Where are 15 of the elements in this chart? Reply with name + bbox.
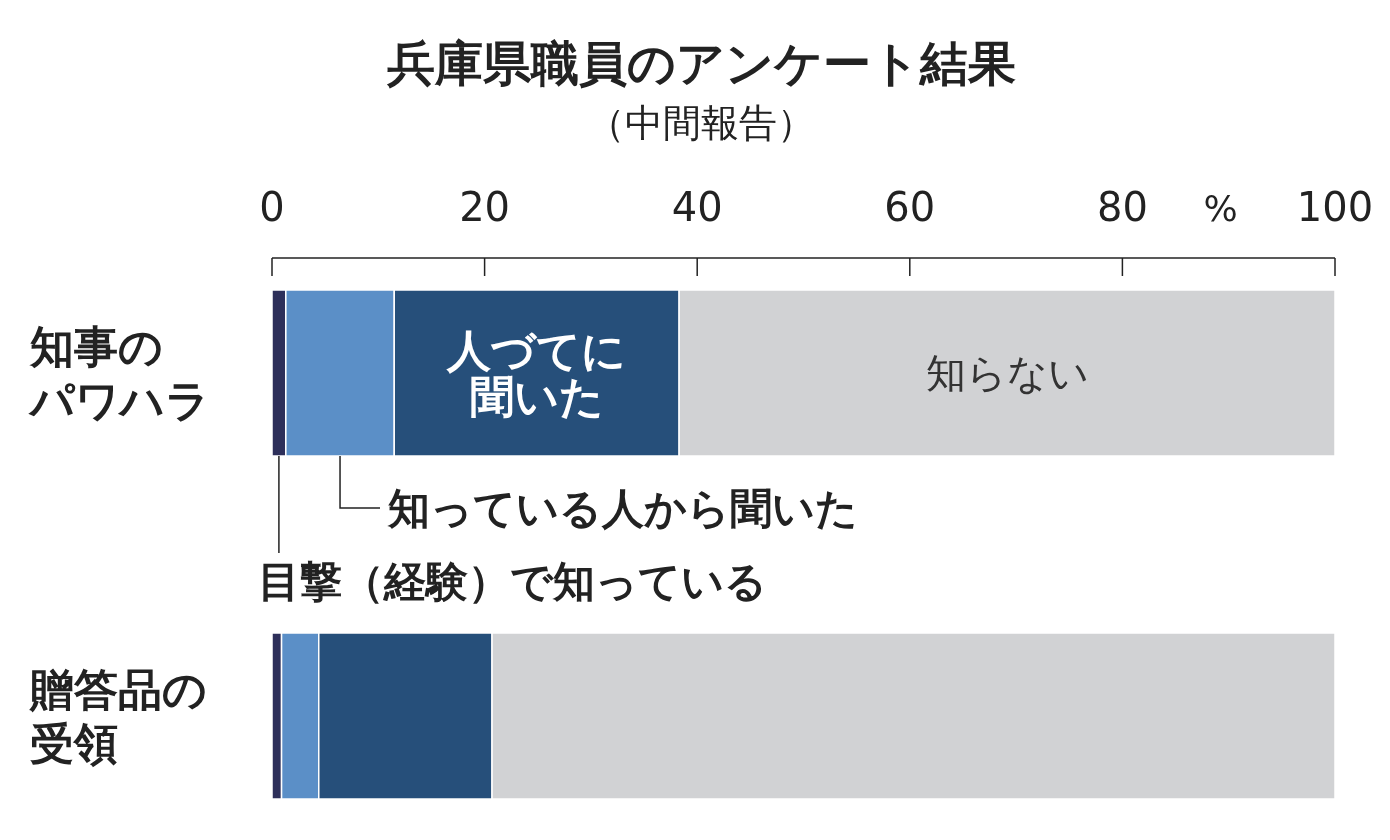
x-tick-label: 100 — [1296, 184, 1374, 230]
series-label: 人づてに聞いた — [446, 324, 627, 422]
x-axis-title: % — [1203, 188, 1238, 229]
chart-title: 兵庫県職員のアンケート結果 — [385, 35, 1016, 91]
series-label: 知らない — [925, 350, 1089, 397]
y-tick-label: 知事のパワハラ — [28, 321, 210, 426]
x-tick-label: 40 — [671, 184, 723, 230]
x-tick-label: 80 — [1096, 184, 1148, 230]
x-tick-label: 0 — [259, 184, 285, 230]
series-label: 目撃（経験）で知っている — [258, 557, 767, 606]
x-tick-label: 60 — [884, 184, 936, 230]
series-label: 知っている人から聞いた — [387, 484, 859, 533]
x-tick-label: 20 — [459, 184, 511, 230]
y-tick-label: 贈答品の受領 — [29, 664, 207, 769]
chart-subtitle: （中間報告） — [587, 101, 815, 145]
